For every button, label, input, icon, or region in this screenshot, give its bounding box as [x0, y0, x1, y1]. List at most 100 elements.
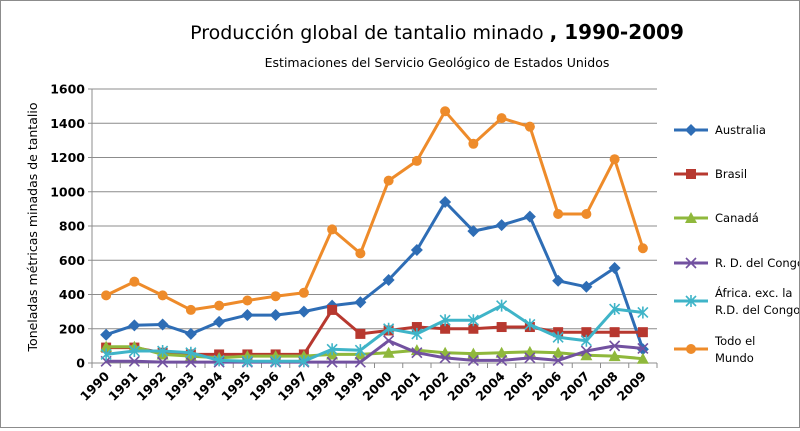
- point-marker: [270, 291, 281, 302]
- point-marker: [185, 304, 196, 315]
- y-tick-label: 200: [59, 321, 85, 336]
- x-tick-label: 1990: [77, 368, 112, 403]
- y-tick-labels: 0 200 400 600 800 1000 1200 1400 1600: [50, 82, 85, 371]
- y-tick-label: 0: [76, 356, 85, 371]
- point-marker: [580, 334, 592, 347]
- point-marker: [580, 280, 593, 293]
- point-marker: [552, 274, 565, 287]
- point-marker: [609, 340, 621, 352]
- point-marker: [439, 352, 451, 364]
- x-tick-label: 1997: [275, 369, 310, 404]
- point-marker: [685, 212, 697, 223]
- point-marker: [552, 354, 564, 366]
- point-marker: [411, 155, 422, 166]
- series-line: [105, 304, 644, 363]
- point-marker: [354, 344, 366, 357]
- point-marker: [439, 314, 451, 327]
- x-tick-label: 1992: [134, 369, 169, 404]
- point-marker: [523, 210, 536, 223]
- point-marker: [185, 346, 197, 359]
- point-marker: [327, 304, 338, 315]
- point-marker: [609, 154, 620, 165]
- chart-title-main: Producción global de tantalio minado: [190, 22, 544, 44]
- point-marker: [580, 349, 593, 361]
- legend-item-1: Australia: [674, 123, 766, 137]
- point-marker: [686, 169, 696, 179]
- point-marker: [467, 347, 480, 359]
- x-tick-label: 2004: [473, 368, 508, 403]
- legend-item-2: Brasil: [674, 167, 747, 181]
- point-marker: [128, 319, 141, 332]
- axes: [88, 88, 658, 368]
- point-marker: [496, 354, 508, 366]
- point-marker: [241, 355, 253, 368]
- point-marker: [298, 287, 309, 298]
- point-marker: [467, 354, 479, 366]
- point-marker: [637, 243, 648, 254]
- point-marker: [269, 309, 282, 322]
- point-marker: [496, 113, 507, 124]
- x-tick-label: 2002: [416, 369, 451, 404]
- point-marker: [636, 352, 649, 364]
- legend-label: Brasil: [715, 167, 747, 181]
- point-marker: [552, 331, 564, 344]
- y-axis-title: Toneladas métricas minadas de tantalio: [25, 103, 40, 353]
- point-marker: [685, 295, 697, 307]
- point-marker: [468, 323, 479, 334]
- point-marker: [468, 138, 479, 149]
- legend-label: Mundo: [715, 351, 754, 365]
- series-line: [106, 339, 644, 364]
- point-marker: [685, 257, 697, 269]
- point-marker: [298, 355, 310, 368]
- point-marker: [213, 354, 225, 367]
- point-marker: [608, 261, 621, 274]
- x-tick-labels: 1990199119921993199419951996199719981999…: [77, 368, 649, 403]
- series-layer: [100, 106, 649, 368]
- legend-item-5: África. exc. la R.D. del Congo: [674, 285, 800, 317]
- y-tick-label: 1200: [50, 150, 85, 165]
- point-marker: [467, 314, 479, 327]
- y-tick-label: 1400: [50, 116, 85, 131]
- point-marker: [524, 352, 536, 364]
- x-tick-label: 2007: [557, 369, 592, 404]
- gridlines: [92, 88, 657, 330]
- point-marker: [242, 295, 253, 306]
- point-marker: [383, 335, 395, 347]
- point-marker: [609, 327, 620, 338]
- x-tick-label: 1993: [162, 369, 197, 404]
- point-marker: [411, 327, 423, 340]
- x-tick-label: 1995: [218, 369, 253, 404]
- y-tick-label: 400: [59, 287, 85, 302]
- point-marker: [524, 121, 535, 132]
- legend-label: África. exc. la: [715, 285, 792, 300]
- chart-title-years: , 1990-2009: [550, 20, 684, 44]
- point-marker: [297, 305, 310, 318]
- point-marker: [581, 209, 592, 220]
- x-tick-label: 1991: [105, 369, 140, 404]
- x-tick-label: 2008: [586, 369, 621, 404]
- point-marker: [355, 248, 366, 259]
- legend-label: Australia: [715, 123, 766, 137]
- chart-subtitle: Estimaciones del Servicio Geológico de E…: [265, 55, 610, 70]
- y-tick-label: 800: [59, 219, 85, 234]
- point-marker: [157, 290, 168, 301]
- point-marker: [524, 318, 536, 331]
- point-marker: [100, 340, 113, 352]
- point-marker: [637, 306, 649, 319]
- point-marker: [552, 346, 565, 358]
- point-marker: [609, 303, 621, 316]
- series-5: [100, 299, 649, 368]
- legend-label: Canadá: [715, 211, 759, 225]
- point-marker: [100, 328, 113, 341]
- point-marker: [553, 209, 564, 220]
- y-tick-label: 1600: [50, 82, 85, 97]
- point-marker: [213, 315, 226, 328]
- point-marker: [467, 225, 480, 238]
- x-tick-label: 2005: [501, 369, 536, 404]
- series-line: [105, 200, 645, 350]
- point-marker: [383, 175, 394, 186]
- point-marker: [157, 345, 169, 358]
- point-marker: [440, 106, 451, 117]
- point-marker: [156, 318, 169, 331]
- point-marker: [241, 309, 254, 322]
